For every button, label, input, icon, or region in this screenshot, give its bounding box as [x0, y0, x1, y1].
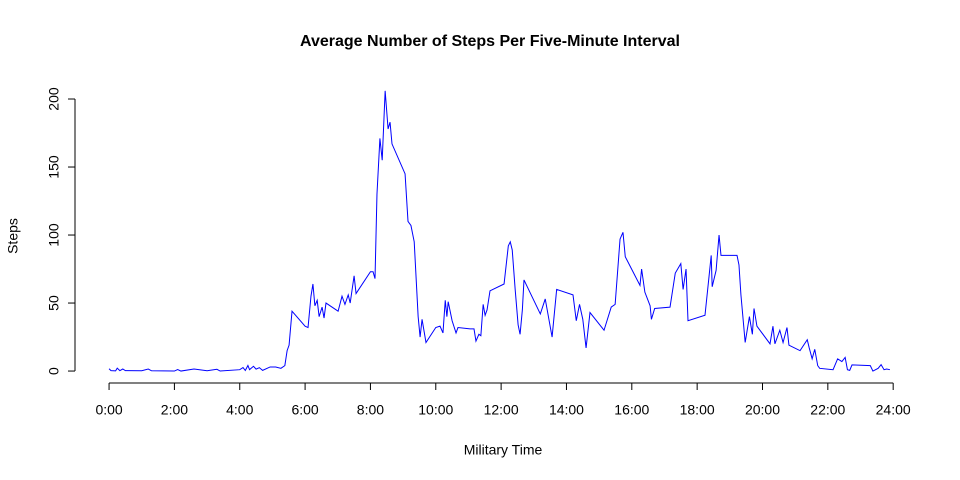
y-axis-label: Steps: [5, 218, 21, 254]
x-tick-label: 8:00: [357, 402, 384, 418]
x-tick-label: 0:00: [95, 402, 122, 418]
x-tick-label: 18:00: [680, 402, 715, 418]
x-tick-label: 10:00: [418, 402, 453, 418]
x-tick-label: 4:00: [226, 402, 253, 418]
y-tick-label: 200: [46, 87, 62, 111]
y-tick-label: 150: [46, 155, 62, 179]
y-tick-label: 100: [46, 223, 62, 247]
chart-title: Average Number of Steps Per Five-Minute …: [300, 33, 680, 50]
y-tick-label: 0: [46, 367, 62, 375]
x-tick-label: 2:00: [161, 402, 188, 418]
x-tick-label: 6:00: [291, 402, 318, 418]
x-tick-label: 14:00: [549, 402, 584, 418]
y-tick-label: 50: [46, 295, 62, 311]
x-tick-label: 22:00: [810, 402, 845, 418]
data-line: [108, 90, 891, 372]
x-tick-label: 24:00: [876, 402, 911, 418]
x-axis-label: Military Time: [464, 442, 543, 458]
x-tick-label: 12:00: [484, 402, 519, 418]
x-tick-label: 16:00: [614, 402, 649, 418]
x-tick-label: 20:00: [745, 402, 780, 418]
